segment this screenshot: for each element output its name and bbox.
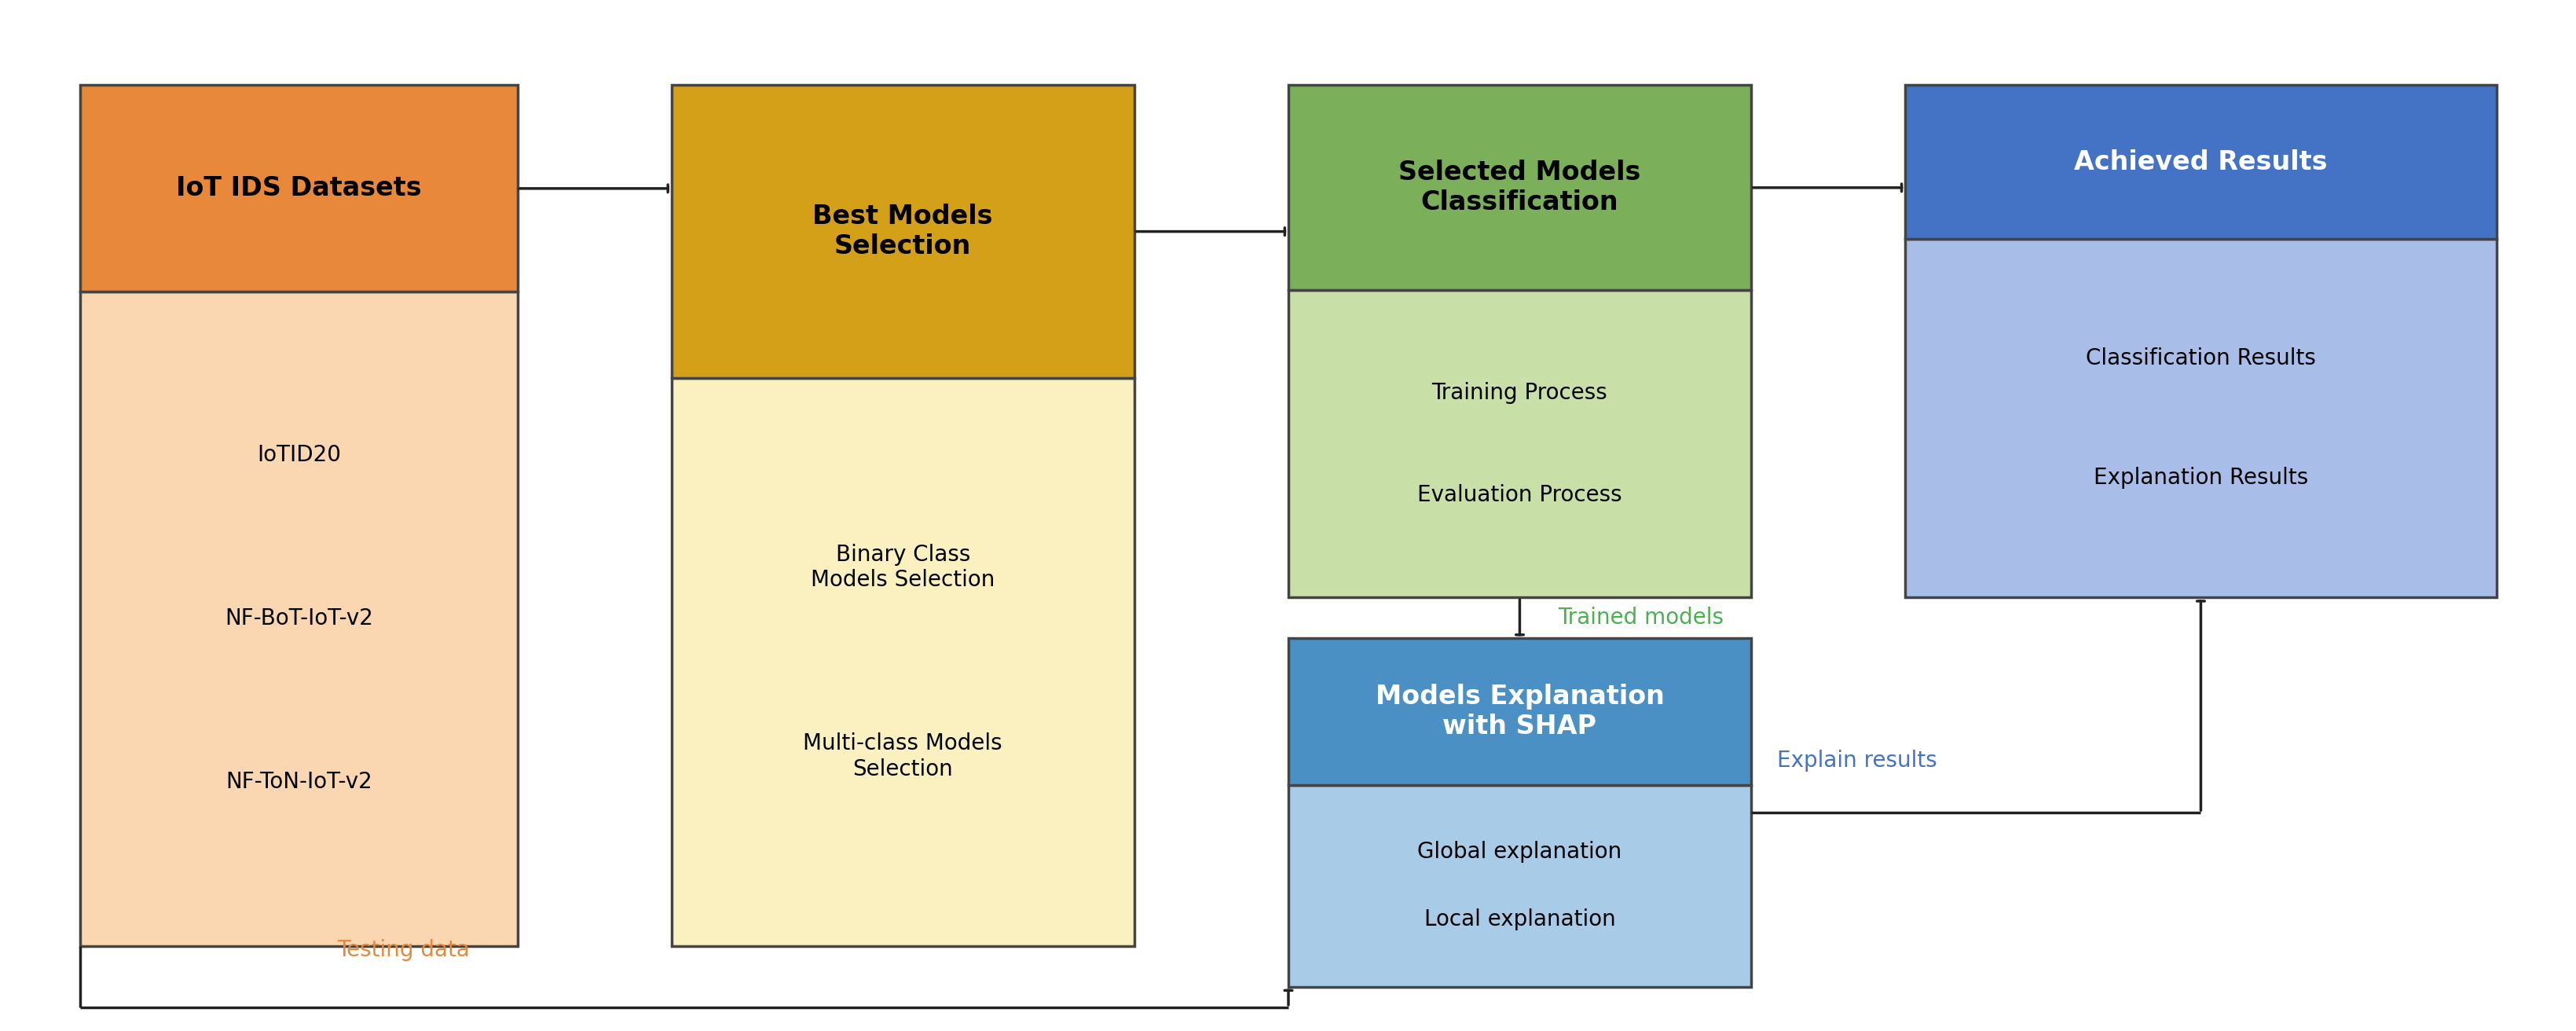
FancyBboxPatch shape	[1288, 785, 1752, 987]
FancyBboxPatch shape	[1288, 290, 1752, 597]
Text: Multi-class Models
Selection: Multi-class Models Selection	[804, 733, 1002, 780]
Text: Models Explanation
with SHAP: Models Explanation with SHAP	[1376, 684, 1664, 739]
Text: Achieved Results: Achieved Results	[2074, 149, 2326, 175]
Text: Trained models: Trained models	[1558, 607, 1723, 629]
Text: Explain results: Explain results	[1777, 750, 1937, 771]
FancyBboxPatch shape	[80, 292, 518, 945]
FancyBboxPatch shape	[672, 86, 1133, 377]
Text: Global explanation: Global explanation	[1417, 841, 1620, 863]
Text: Binary Class
Models Selection: Binary Class Models Selection	[811, 543, 994, 591]
Text: Local explanation: Local explanation	[1425, 908, 1615, 930]
Text: NF-BoT-IoT-v2: NF-BoT-IoT-v2	[224, 607, 374, 630]
Text: Testing data: Testing data	[337, 939, 469, 961]
FancyBboxPatch shape	[80, 86, 518, 292]
FancyBboxPatch shape	[1288, 638, 1752, 785]
Text: IoT IDS Datasets: IoT IDS Datasets	[175, 175, 422, 201]
Text: Evaluation Process: Evaluation Process	[1417, 484, 1623, 506]
FancyBboxPatch shape	[672, 377, 1133, 945]
Text: Best Models
Selection: Best Models Selection	[811, 203, 992, 260]
Text: NF-ToN-IoT-v2: NF-ToN-IoT-v2	[227, 771, 371, 793]
FancyBboxPatch shape	[1288, 86, 1752, 290]
FancyBboxPatch shape	[1904, 86, 2496, 239]
Text: Selected Models
Classification: Selected Models Classification	[1399, 160, 1641, 215]
Text: Explanation Results: Explanation Results	[2092, 467, 2308, 489]
FancyBboxPatch shape	[1904, 239, 2496, 597]
Text: Classification Results: Classification Results	[2084, 347, 2316, 369]
Text: Training Process: Training Process	[1432, 381, 1607, 403]
Text: IoTID20: IoTID20	[258, 444, 340, 466]
